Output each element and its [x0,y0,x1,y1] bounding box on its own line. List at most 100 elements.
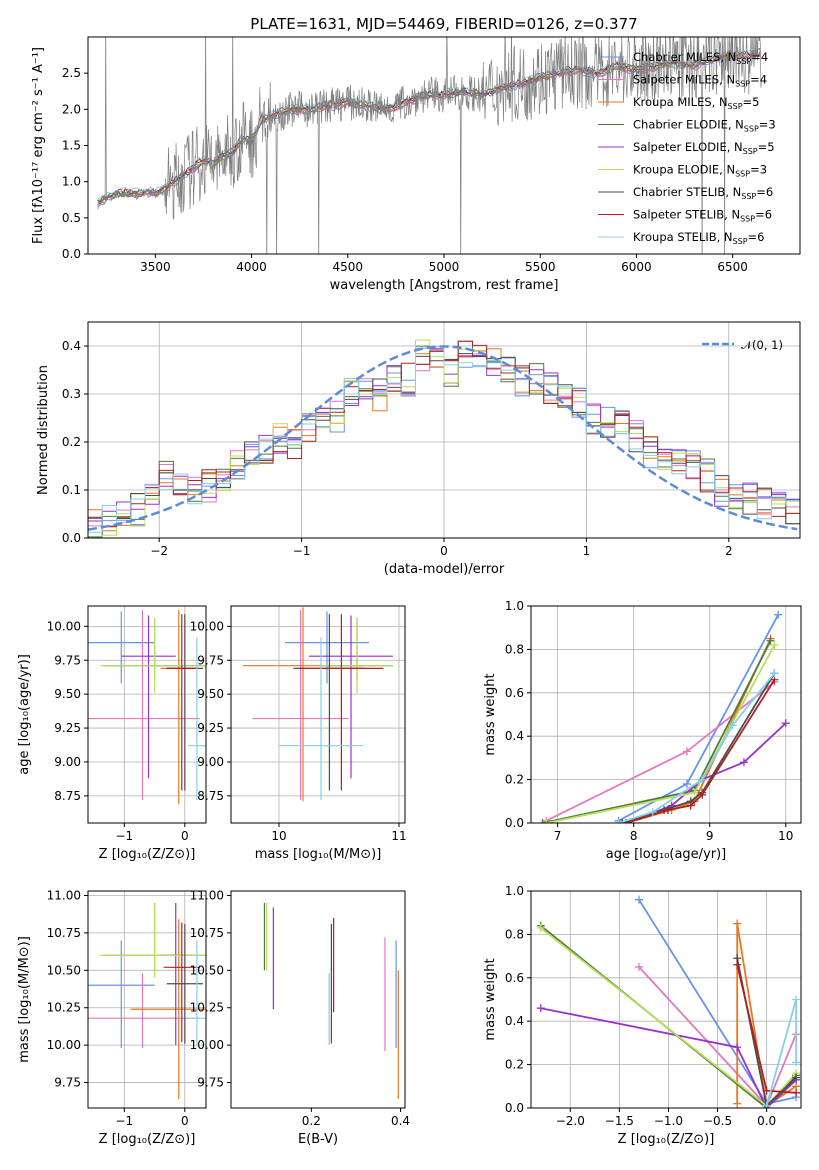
y-tick-label: 10.50 [190,963,224,977]
x-tick-label: 0.2 [302,1114,321,1128]
y-tick-label: 9.75 [197,653,224,667]
error-point [88,611,155,684]
plus-marker [770,641,779,650]
y-tick-label: 0.8 [505,927,524,941]
plus-marker [762,1086,771,1095]
y-tick-label: 0.4 [505,1014,524,1028]
x-tick-label: 8 [630,829,638,843]
plus-marker [663,805,672,814]
chart-weight-vs-Z: −2.0 −1.5 −1.0 −0.5 0.0 0.0 0.2 0.4 0.6 0.8 1.0 Z [… [483,884,802,1147]
error-point [160,902,191,1046]
gaussian-curve [88,345,798,531]
x-tick-label: 4500 [333,260,364,274]
y-tick-label: 9.00 [54,755,81,769]
y-tick-label: 9.75 [54,653,81,667]
plot-area [88,902,206,1100]
x-tick-label: −1.5 [605,1114,634,1128]
plot-area [536,895,801,1108]
x-tick-label: −1.0 [654,1114,683,1128]
y-tick-label: 10.75 [190,926,224,940]
error-point [166,614,197,791]
legend-label: Kroupa MILES, NSSP=5 [633,95,759,111]
legend: 𝒩(0, 1) [702,338,783,352]
y-tick-label: 0.6 [505,971,524,985]
y-tick-label: 0.0 [505,1101,524,1115]
plus-marker [733,1099,742,1108]
x-tick-label: −2 [150,544,168,558]
chart-residuals: −2 −1 0 1 2 0.0 0.1 0.2 0.3 0.4 (data-model)/error… [36,321,801,577]
y-tick-label: 0.4 [62,339,81,353]
error-point [187,637,206,800]
error-point [187,940,206,1046]
x-tick-label: 5000 [429,260,460,274]
y-tick-label: 1.5 [62,139,81,153]
plus-marker [792,1073,801,1082]
y-axis-label: Normed distribution [36,365,51,495]
y-tick-label: 9.00 [197,755,224,769]
legend-label: Salpeter ELODIE, NSSP=5 [633,140,775,156]
plus-marker [781,719,790,728]
y-tick-label: 1.0 [505,884,524,898]
chart-age-vs-mass: 10 11 8.75 9.00 9.25 9.50 9.75 10.00 mass [log₁₀… [190,605,407,862]
y-tick-label: 0.4 [505,729,524,743]
weight-line [762,995,801,1108]
error-point [130,919,206,1100]
y-tick-label: 11.00 [190,888,224,902]
x-axis-label: E(B-V) [298,1132,338,1147]
x-tick-label: 6500 [717,260,748,274]
legend-label: Chabrier MILES, NSSP=4 [633,50,768,66]
observed-spectrum [97,37,762,254]
plus-marker [774,610,783,619]
plot-area [88,610,206,805]
y-tick-label: 2.0 [62,102,81,116]
plus-marker [733,960,742,969]
plus-marker [792,1088,801,1097]
x-tick-label: −1 [115,829,133,843]
x-tick-label: 3500 [140,260,171,274]
weight-line [542,677,779,823]
legend-label: Salpeter MILES, NSSP=4 [633,73,767,89]
plus-marker [766,636,775,645]
y-tick-label: 10.25 [47,1001,81,1015]
x-tick-label: 4000 [236,260,267,274]
error-point [88,610,200,800]
x-tick-label: 11 [391,829,406,843]
plus-marker [792,1058,801,1067]
plus-marker [739,758,748,767]
chart-age-vs-Z: −1 0 8.75 9.00 9.25 9.50 9.75 10.00 Z [log₁₀(Z/Z… [17,605,207,862]
histogram-step [88,339,800,538]
x-tick-label: 0 [181,1114,189,1128]
y-tick-label: 0.6 [505,686,524,700]
x-tick-label: 9 [706,829,714,843]
axes-frame [230,605,406,824]
error-point [309,615,393,779]
y-tick-label: 9.50 [197,687,224,701]
y-tick-label: 10.00 [47,1038,81,1052]
chart-mass-vs-ebv: 0.2 0.4 9.75 10.00 10.25 10.50 10.75 11.00 E(B-V… [190,888,410,1147]
axes-frame [230,890,406,1109]
plus-marker [635,895,643,904]
weight-line [622,675,779,823]
axes-frame [530,605,802,824]
error-point [279,637,363,800]
error-point [88,973,200,1049]
plus-marker [728,721,737,730]
y-tick-label: 9.50 [54,687,81,701]
y-tick-label: 10.00 [47,619,81,633]
plus-marker [686,801,695,810]
x-tick-label: −0.5 [703,1114,732,1128]
chart-spectrum: 3500 4000 4500 5000 5500 6000 6500 0.0 0.5 1.0 1.5… [31,15,801,293]
x-tick-label: 10 [271,829,286,843]
y-axis-label: mass weight [483,958,498,1040]
x-axis-label: (data-model)/error [384,562,505,577]
x-tick-label: 7 [554,829,562,843]
y-tick-label: 10.00 [190,619,224,633]
error-point [100,618,206,693]
plus-marker [538,819,547,823]
chart-title: PLATE=1631, MJD=54469, FIBERID=0126, z=0… [250,15,637,33]
weight-path [542,640,772,823]
error-point [299,614,384,791]
y-axis-label: Flux [fλ10⁻¹⁷ erg cm⁻² s⁻¹ A⁻¹] [31,47,46,244]
weight-line [614,669,779,823]
weight-path [540,1007,797,1108]
